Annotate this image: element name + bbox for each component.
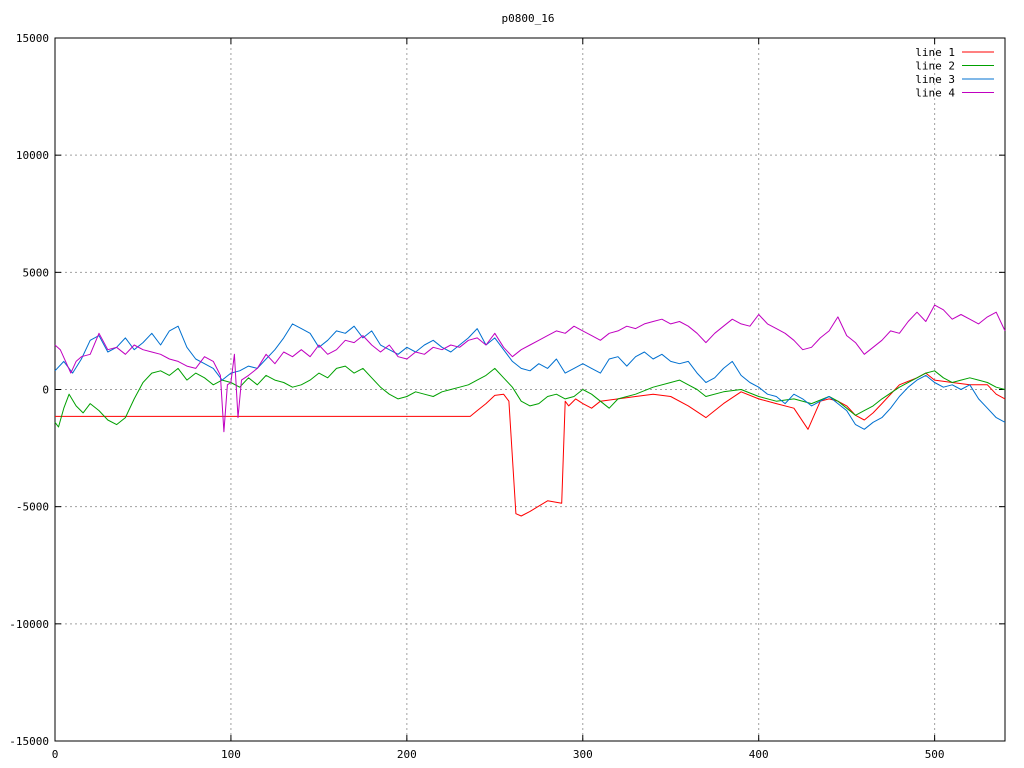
chart-title: p0800_16 (502, 12, 555, 25)
y-tick-label: 0 (42, 384, 49, 397)
x-tick-label: 100 (221, 748, 241, 761)
x-tick-label: 0 (52, 748, 59, 761)
series-line-4 (54, 304, 1006, 433)
x-tick-label: 400 (749, 748, 769, 761)
y-tick-labels: -15000 -10000 -5000 0 5000 10000 15000 (9, 32, 49, 748)
legend-label: line 2 (915, 60, 955, 73)
legend-label: line 4 (915, 87, 955, 100)
series-line-3 (54, 323, 1006, 430)
y-tick-label: 5000 (23, 266, 50, 279)
axis-ticks (54, 37, 1005, 742)
series-lines (54, 304, 1006, 517)
y-tick-label: 10000 (16, 149, 49, 162)
grid (55, 38, 1005, 741)
series-line-2 (54, 365, 1006, 428)
y-tick-label: -5000 (16, 501, 49, 514)
y-tick-label: 15000 (16, 32, 49, 45)
legend-label: line 3 (915, 73, 955, 86)
x-tick-labels: 0 100 200 300 400 500 (52, 748, 945, 761)
x-tick-label: 200 (397, 748, 417, 761)
legend-label: line 1 (915, 46, 955, 59)
x-tick-label: 500 (925, 748, 945, 761)
y-tick-label: -10000 (9, 618, 49, 631)
y-tick-label: -15000 (9, 735, 49, 748)
x-tick-label: 300 (573, 748, 593, 761)
